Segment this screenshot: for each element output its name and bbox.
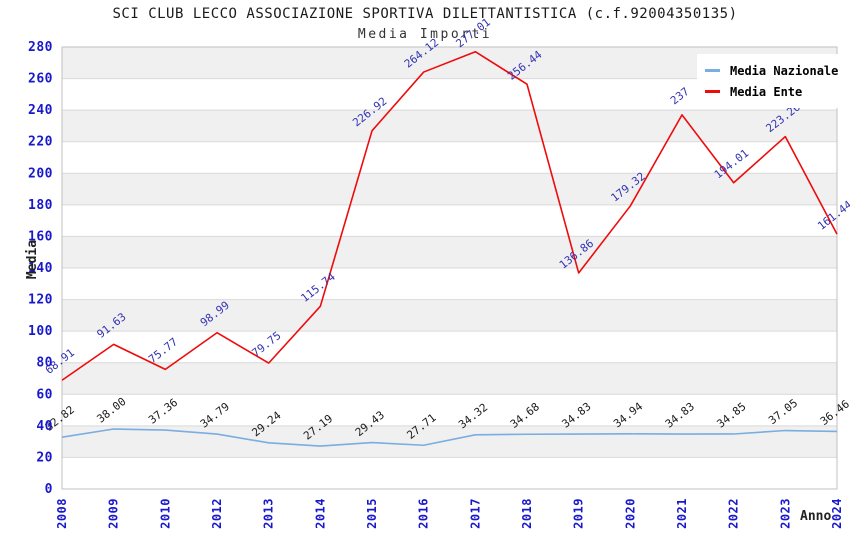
- x-tick-2014: 2014: [313, 498, 327, 529]
- y-tick-260: 260: [28, 72, 53, 87]
- chart-title: SCI CLUB LECCO ASSOCIAZIONE SPORTIVA DIL…: [112, 6, 738, 22]
- data-label-nazionale-2023: 37.05: [766, 396, 800, 427]
- plot-band: [62, 362, 837, 395]
- legend-swatch-nazionale-icon: [705, 69, 720, 72]
- y-tick-280: 280: [28, 40, 53, 55]
- data-label-nazionale-2010: 37.36: [146, 396, 180, 427]
- x-tick-2015: 2015: [365, 498, 379, 529]
- y-tick-0: 0: [45, 482, 53, 497]
- y-tick-220: 220: [28, 135, 53, 150]
- legend: Media Nazionale Media Ente: [697, 54, 846, 108]
- plot-border: [61, 46, 838, 490]
- y-tick-20: 20: [36, 450, 53, 465]
- legend-label-ente: Media Ente: [730, 84, 803, 99]
- y-tick-180: 180: [28, 198, 53, 213]
- x-tick-2010: 2010: [158, 498, 172, 529]
- y-tick-140: 140: [28, 261, 53, 276]
- legend-label-nazionale: Media Nazionale: [730, 63, 839, 78]
- data-label-ente-2021: 237: [668, 85, 692, 107]
- x-tick-2023: 2023: [778, 498, 792, 529]
- y-tick-120: 120: [28, 293, 53, 308]
- series-line-ente: [61, 50, 838, 381]
- y-tick-200: 200: [28, 166, 53, 181]
- plot-band: [62, 299, 837, 332]
- x-tick-2018: 2018: [520, 498, 534, 529]
- plot-band: [62, 173, 837, 205]
- data-label-nazionale-2024: 36.46: [818, 397, 850, 428]
- data-label-ente-2013: 79.75: [249, 329, 283, 360]
- data-label-ente-2010: 75.77: [146, 335, 180, 366]
- x-tick-2022: 2022: [727, 498, 741, 529]
- plot-band: [62, 110, 837, 142]
- legend-item-media-ente: Media Ente: [705, 82, 846, 101]
- y-tick-240: 240: [28, 103, 53, 118]
- plot-band: [62, 236, 837, 268]
- x-tick-2012: 2012: [210, 498, 224, 529]
- x-tick-2013: 2013: [262, 498, 276, 529]
- y-tick-160: 160: [28, 229, 53, 244]
- x-tick-2008: 2008: [55, 498, 69, 529]
- x-tick-2021: 2021: [675, 498, 689, 529]
- x-tick-2020: 2020: [623, 498, 637, 529]
- y-tick-60: 60: [36, 387, 53, 402]
- y-tick-80: 80: [36, 356, 53, 371]
- y-axis-title: Media: [25, 239, 41, 280]
- data-label-nazionale-2009: 38.00: [94, 395, 128, 426]
- x-tick-2019: 2019: [572, 498, 586, 529]
- chart-subtitle: Media Importi: [357, 27, 493, 42]
- y-tick-100: 100: [28, 324, 53, 339]
- y-tick-40: 40: [36, 419, 53, 434]
- x-tick-2017: 2017: [468, 498, 482, 529]
- x-tick-2024: 2024: [830, 498, 844, 529]
- legend-swatch-ente-icon: [705, 90, 720, 93]
- x-axis-title: Anno: [800, 509, 832, 524]
- x-tick-2016: 2016: [417, 498, 431, 529]
- x-tick-2009: 2009: [107, 498, 121, 529]
- plot-band: [62, 425, 837, 458]
- legend-item-media-nazionale: Media Nazionale: [705, 61, 846, 80]
- series-line-nazionale: [61, 428, 838, 447]
